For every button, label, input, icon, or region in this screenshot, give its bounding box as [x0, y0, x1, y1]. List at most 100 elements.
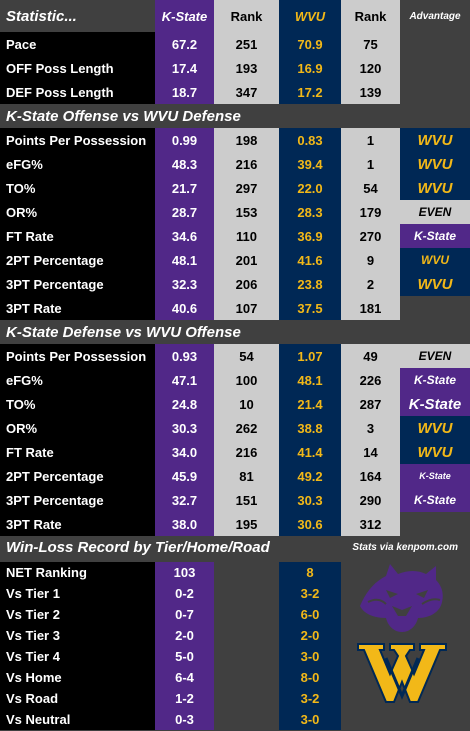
ks-def-wvu-rank: 3 — [341, 416, 400, 440]
pace-wvu-rank: 120 — [341, 56, 400, 80]
ks-def-wvu-rank: 49 — [341, 344, 400, 368]
ks-def-kstate-rank: 54 — [214, 344, 279, 368]
ks-off-kstate-rank: 107 — [214, 296, 279, 320]
ks-def-kstate-rank: 10 — [214, 392, 279, 416]
ks-off-label: 3PT Rate — [0, 296, 155, 320]
wvu-flying-wv-logo — [357, 643, 447, 703]
wl-kstate-value: 0-2 — [155, 583, 214, 604]
ks-def-row: 3PT Percentage 32.7 151 30.3 290 K-State — [0, 488, 470, 512]
ks-def-kstate-rank: 262 — [214, 416, 279, 440]
pace-advantage-blank — [400, 32, 470, 56]
ks-off-kstate-rank: 110 — [214, 224, 279, 248]
ks-def-label: Points Per Possession — [0, 344, 155, 368]
ks-def-kstate-rank: 216 — [214, 440, 279, 464]
pace-kstate-value: 18.7 — [155, 80, 214, 104]
ks-def-label: 3PT Rate — [0, 512, 155, 536]
ks-off-label: Points Per Possession — [0, 128, 155, 152]
pace-kstate-value: 67.2 — [155, 32, 214, 56]
wl-kstate-value: 6-4 — [155, 667, 214, 688]
ks-def-kstate-rank: 195 — [214, 512, 279, 536]
header-kstate: K-State — [155, 0, 214, 32]
wl-kstate-value: 0-3 — [155, 709, 214, 730]
wl-wvu-value: 3-0 — [279, 646, 341, 667]
ks-off-label: FT Rate — [0, 224, 155, 248]
ks-off-wvu-value: 41.6 — [279, 248, 341, 272]
ks-def-label: 2PT Percentage — [0, 464, 155, 488]
ks-def-kstate-value: 24.8 — [155, 392, 214, 416]
ks-off-wvu-value: 0.83 — [279, 128, 341, 152]
ks-off-label: 2PT Percentage — [0, 248, 155, 272]
ks-def-wvu-value: 38.8 — [279, 416, 341, 440]
ks-off-wvu-rank: 9 — [341, 248, 400, 272]
ks-off-advantage: K-State — [400, 224, 470, 248]
ks-off-row: TO% 21.7 297 22.0 54 WVU — [0, 176, 470, 200]
ks-off-label: eFG% — [0, 152, 155, 176]
pace-row: Pace 67.2 251 70.9 75 — [0, 32, 470, 56]
ks-off-wvu-rank: 2 — [341, 272, 400, 296]
ks-off-wvu-rank: 179 — [341, 200, 400, 224]
pace-wvu-value: 70.9 — [279, 32, 341, 56]
ks-off-label: OR% — [0, 200, 155, 224]
ks-off-kstate-rank: 198 — [214, 128, 279, 152]
pace-kstate-rank: 347 — [214, 80, 279, 104]
wl-label: Vs Tier 4 — [0, 646, 155, 667]
section-title-kstate-offense: K-State Offense vs WVU Defense — [0, 104, 470, 128]
wl-wvu-value: 3-2 — [279, 688, 341, 709]
wl-label: Vs Tier 1 — [0, 583, 155, 604]
ks-off-wvu-value: 22.0 — [279, 176, 341, 200]
ks-off-kstate-value: 40.6 — [155, 296, 214, 320]
ks-off-label: 3PT Percentage — [0, 272, 155, 296]
wl-wvu-value: 3-0 — [279, 709, 341, 730]
ks-def-row: 3PT Rate 38.0 195 30.6 312 — [0, 512, 470, 536]
ks-def-advantage: K-State — [400, 368, 470, 392]
ks-def-kstate-rank: 151 — [214, 488, 279, 512]
ks-off-label: TO% — [0, 176, 155, 200]
ks-off-advantage: EVEN — [400, 200, 470, 224]
ks-def-wvu-value: 30.6 — [279, 512, 341, 536]
wl-wvu-value: 6-0 — [279, 604, 341, 625]
ks-def-wvu-rank: 164 — [341, 464, 400, 488]
wl-row: Vs Road 1-2 3-2 — [0, 688, 470, 709]
wl-row: Vs Tier 2 0-7 6-0 — [0, 604, 470, 625]
header-title: Statistic... — [0, 0, 155, 32]
wl-label: Vs Neutral — [0, 709, 155, 730]
ks-def-row: Points Per Possession 0.93 54 1.07 49 EVEN — [0, 344, 470, 368]
ks-def-kstate-value: 38.0 — [155, 512, 214, 536]
ks-def-kstate-rank: 100 — [214, 368, 279, 392]
ks-def-row: 2PT Percentage 45.9 81 49.2 164 K-State — [0, 464, 470, 488]
wl-wvu-value: 8 — [279, 562, 341, 583]
ks-def-advantage: K-State — [400, 488, 470, 512]
wl-row: NET Ranking 103 8 — [0, 562, 470, 583]
ks-def-label: eFG% — [0, 368, 155, 392]
wl-row: Vs Neutral 0-3 3-0 — [0, 709, 470, 730]
ks-def-wvu-rank: 290 — [341, 488, 400, 512]
pace-advantage-blank — [400, 56, 470, 80]
ks-def-wvu-rank: 14 — [341, 440, 400, 464]
wl-label: Vs Tier 3 — [0, 625, 155, 646]
ks-off-advantage: WVU — [400, 128, 470, 152]
header-wvu-rank: Rank — [341, 0, 400, 32]
ks-def-label: 3PT Percentage — [0, 488, 155, 512]
ks-off-advantage: WVU — [400, 272, 470, 296]
pace-wvu-value: 17.2 — [279, 80, 341, 104]
wl-kstate-value: 2-0 — [155, 625, 214, 646]
ks-def-kstate-value: 47.1 — [155, 368, 214, 392]
wl-row: Vs Tier 1 0-2 3-2 — [0, 583, 470, 604]
ks-off-kstate-rank: 216 — [214, 152, 279, 176]
ks-def-wvu-value: 30.3 — [279, 488, 341, 512]
ks-off-advantage: WVU — [400, 176, 470, 200]
ks-off-kstate-value: 32.3 — [155, 272, 214, 296]
pace-advantage-blank — [400, 80, 470, 104]
ks-def-row: FT Rate 34.0 216 41.4 14 WVU — [0, 440, 470, 464]
header-kstate-rank: Rank — [214, 0, 279, 32]
source-credit: Stats via kenpom.com — [352, 542, 458, 553]
ks-off-wvu-value: 36.9 — [279, 224, 341, 248]
ks-def-advantage: K-State — [400, 464, 470, 488]
wl-kstate-value: 1-2 — [155, 688, 214, 709]
ks-def-wvu-rank: 312 — [341, 512, 400, 536]
pace-wvu-value: 16.9 — [279, 56, 341, 80]
win-loss-title-text: Win-Loss Record by Tier/Home/Road — [6, 539, 270, 556]
ks-def-row: eFG% 47.1 100 48.1 226 K-State — [0, 368, 470, 392]
ks-off-wvu-rank: 181 — [341, 296, 400, 320]
wl-label: NET Ranking — [0, 562, 155, 583]
